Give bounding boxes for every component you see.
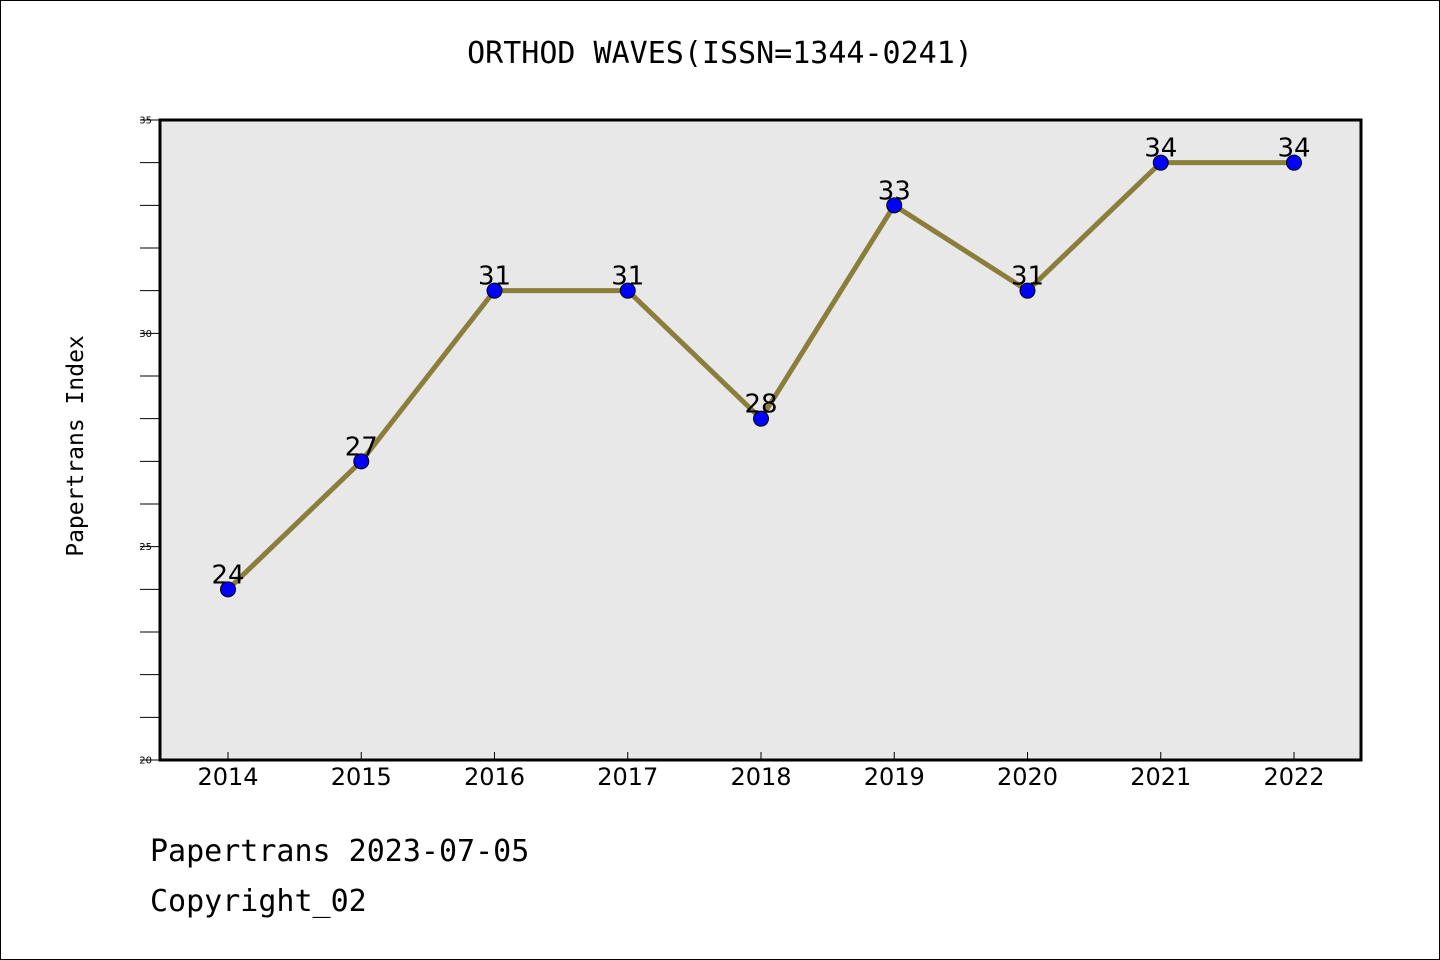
data-point <box>1286 154 1302 171</box>
data-label: 34 <box>1277 134 1310 164</box>
footer-copyright: Copyright_02 <box>150 884 367 919</box>
chart-title: ORTHOD WAVES(ISSN=1344-0241) <box>467 36 973 71</box>
data-point <box>1019 282 1036 299</box>
x-tick-label: 2019 <box>864 763 925 791</box>
plot-border <box>158 118 1363 762</box>
data-label: 34 <box>1144 134 1177 164</box>
x-tick-label: 2015 <box>331 763 392 791</box>
y-tick-label: 30 <box>139 329 152 340</box>
y-tick-label: 20 <box>139 756 152 767</box>
data-point <box>1152 154 1169 171</box>
footer-date: Papertrans 2023-07-05 <box>150 834 530 869</box>
x-tick-label: 2018 <box>730 763 791 791</box>
x-tick-label: 2020 <box>997 763 1058 791</box>
x-tick-label: 2022 <box>1263 763 1324 791</box>
data-label: 28 <box>744 390 777 420</box>
data-point <box>886 197 903 214</box>
data-point <box>753 410 769 427</box>
plot-area <box>160 120 1361 760</box>
data-label: 33 <box>878 176 911 206</box>
x-tick-label: 2014 <box>197 763 258 791</box>
x-tick-label: 2017 <box>597 763 658 791</box>
data-label: 31 <box>1011 262 1044 292</box>
data-label: 24 <box>211 560 244 590</box>
data-point <box>353 453 370 470</box>
x-tick-label: 2021 <box>1130 763 1191 791</box>
data-label: 31 <box>611 262 644 292</box>
y-tick-label: 35 <box>139 116 152 127</box>
data-label: 31 <box>478 262 511 292</box>
data-point <box>486 282 503 299</box>
y-tick-label: 25 <box>139 542 152 553</box>
data-point <box>619 282 636 299</box>
data-point <box>220 581 236 598</box>
data-label: 27 <box>345 432 378 462</box>
x-tick-label: 2016 <box>464 763 525 791</box>
